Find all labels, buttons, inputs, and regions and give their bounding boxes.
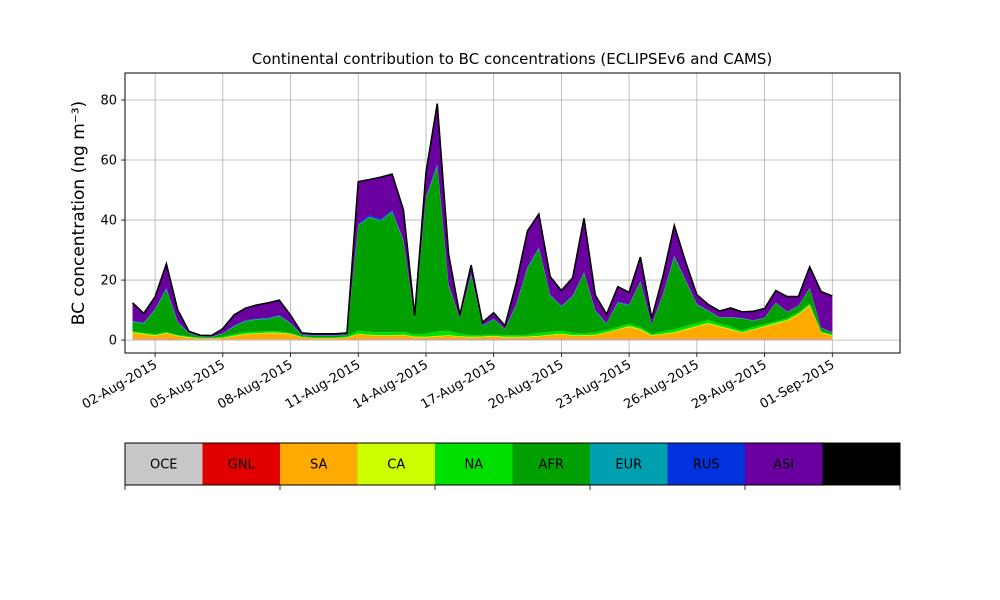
area-gnl <box>132 338 833 340</box>
x-tick-label: 29-Aug-2015 <box>689 357 769 412</box>
legend-label: NA <box>464 458 483 473</box>
plot-frame <box>124 72 901 354</box>
x-tick-label: 14-Aug-2015 <box>351 357 431 412</box>
chart-title: Continental contribution to BC concentra… <box>252 50 773 68</box>
legend-label: GNL <box>228 458 256 473</box>
legend-label: RUS <box>693 458 720 473</box>
y-tick-label: 40 <box>100 214 117 229</box>
x-tick-label: 05-Aug-2015 <box>147 357 227 412</box>
x-tick-label: 20-Aug-2015 <box>486 357 566 412</box>
x-tick-label: 01-Sep-2015 <box>757 357 837 412</box>
areas <box>131 103 833 341</box>
legend-swatch-na <box>435 443 513 485</box>
y-axis-label: BC concentration (ng m⁻³) <box>69 101 89 325</box>
x-tick-label: 17-Aug-2015 <box>418 357 498 412</box>
legend-label: SA <box>310 458 327 473</box>
legend-swatch-rus <box>667 443 745 485</box>
legend-swatch-afr <box>512 443 590 485</box>
y-tick-label: 80 <box>100 94 117 109</box>
legend-swatch-gnl <box>202 443 280 485</box>
area-oce <box>132 339 833 341</box>
area-sa <box>132 305 833 340</box>
legend-swatch-asi <box>745 443 823 485</box>
total-outline <box>131 103 833 337</box>
x-tick-label: 02-Aug-2015 <box>80 357 160 412</box>
legend-swatch-sa <box>280 443 358 485</box>
legend-label: CA <box>387 458 405 473</box>
legend-colorbar: OCE GNL SA CA NA AFR EUR RUS ASI AUS <box>124 442 901 490</box>
y-tick-label: 60 <box>100 154 117 169</box>
x-tick-label: 23-Aug-2015 <box>554 357 634 412</box>
y-tick-label: 0 <box>109 334 117 349</box>
area-aus <box>132 103 833 336</box>
y-axis: 0 20 40 60 80 <box>100 94 125 349</box>
x-tick-label: 08-Aug-2015 <box>215 357 295 412</box>
legend-swatch-aus <box>822 443 900 485</box>
legend-label: OCE <box>150 458 178 473</box>
legend-frame <box>124 442 901 486</box>
legend-swatch-oce <box>125 443 203 485</box>
x-axis: 02-Aug-201505-Aug-201508-Aug-201511-Aug-… <box>80 353 837 413</box>
area-afr <box>132 166 833 338</box>
legend-label: ASI <box>773 458 794 473</box>
legend-label: EUR <box>615 458 642 473</box>
legend-label: AUS <box>848 458 875 473</box>
x-tick-label: 11-Aug-2015 <box>283 357 363 412</box>
legend-label: AFR <box>539 458 564 473</box>
legend-swatch-eur <box>590 443 668 485</box>
x-tick-label: 26-Aug-2015 <box>622 357 702 412</box>
y-tick-label: 20 <box>100 274 117 289</box>
legend-swatch-ca <box>357 443 435 485</box>
area-asi <box>132 103 833 337</box>
